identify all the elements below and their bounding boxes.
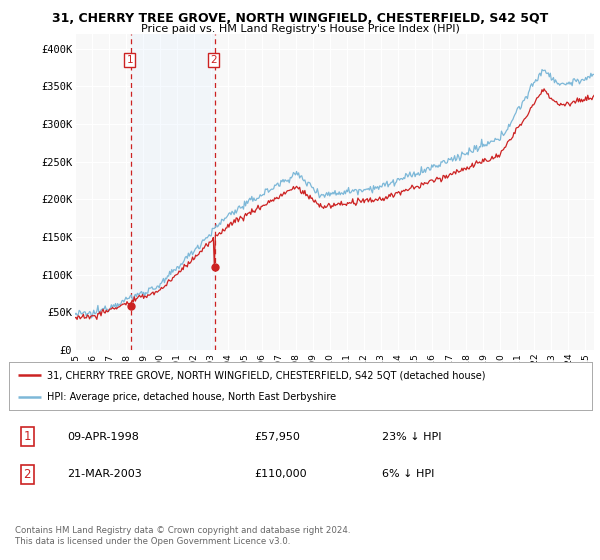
Text: £57,950: £57,950: [254, 432, 300, 442]
Text: 1: 1: [23, 430, 31, 443]
Text: Contains HM Land Registry data © Crown copyright and database right 2024.
This d: Contains HM Land Registry data © Crown c…: [15, 526, 350, 546]
Text: 6% ↓ HPI: 6% ↓ HPI: [382, 469, 434, 479]
Text: HPI: Average price, detached house, North East Derbyshire: HPI: Average price, detached house, Nort…: [47, 392, 336, 402]
Text: 31, CHERRY TREE GROVE, NORTH WINGFIELD, CHESTERFIELD, S42 5QT (detached house): 31, CHERRY TREE GROVE, NORTH WINGFIELD, …: [47, 370, 485, 380]
Text: 21-MAR-2003: 21-MAR-2003: [67, 469, 142, 479]
Text: £110,000: £110,000: [254, 469, 307, 479]
Text: 31, CHERRY TREE GROVE, NORTH WINGFIELD, CHESTERFIELD, S42 5QT: 31, CHERRY TREE GROVE, NORTH WINGFIELD, …: [52, 12, 548, 25]
Text: 23% ↓ HPI: 23% ↓ HPI: [382, 432, 442, 442]
Text: 2: 2: [211, 55, 217, 65]
Bar: [131, 34, 215, 350]
Text: 1: 1: [127, 55, 133, 65]
Text: 2: 2: [23, 468, 31, 481]
Text: Price paid vs. HM Land Registry's House Price Index (HPI): Price paid vs. HM Land Registry's House …: [140, 24, 460, 34]
Text: 09-APR-1998: 09-APR-1998: [67, 432, 139, 442]
